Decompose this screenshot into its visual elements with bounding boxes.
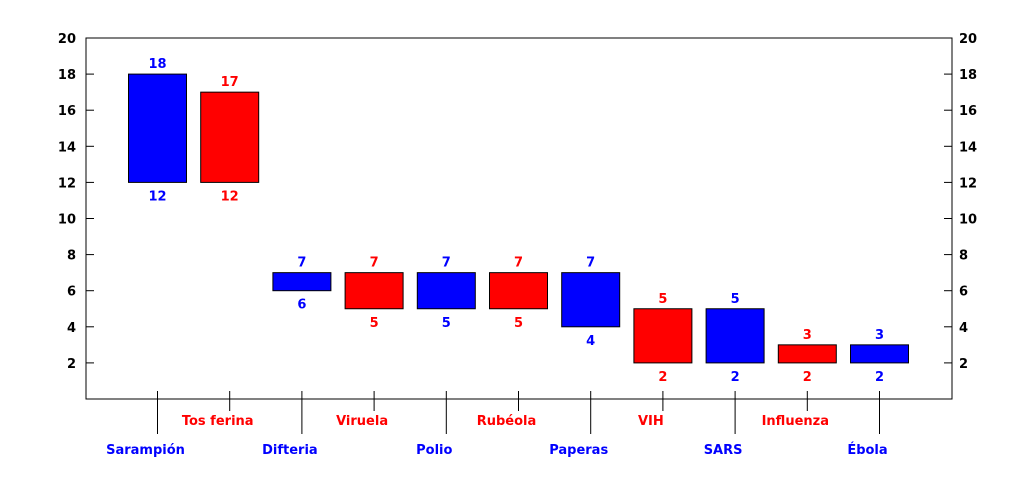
category-label: SARS <box>704 443 743 458</box>
bar-low-label: 6 <box>297 298 306 313</box>
y-tick-label-right: 4 <box>959 321 968 336</box>
bar-low-label: 5 <box>442 316 451 331</box>
bar <box>489 272 548 310</box>
y-tick-label-left: 2 <box>67 357 76 372</box>
y-tick-label-right: 2 <box>959 357 968 372</box>
y-tick-label-right: 14 <box>959 140 977 155</box>
bar-high-label: 3 <box>803 328 812 343</box>
bar-low-label: 2 <box>731 370 740 385</box>
bar-high-label: 3 <box>875 328 884 343</box>
y-tick-label-left: 8 <box>67 249 76 264</box>
bars: 18 12 17 12 7 6 7 5 7 5 7 5 7 4 5 2 5 2 3 2 3 2 <box>128 57 909 385</box>
bar-high-label: 7 <box>370 256 379 271</box>
bar-high-label: 5 <box>658 292 667 307</box>
category-label: Viruela <box>336 414 388 429</box>
bar-high-label: 7 <box>297 256 306 271</box>
y-tick-label-right: 6 <box>959 285 968 300</box>
bar-low-label: 5 <box>514 316 523 331</box>
bar-high-label: 7 <box>514 256 523 271</box>
bar <box>128 73 187 183</box>
category-label: Polio <box>416 443 452 458</box>
y-tick-label-left: 6 <box>67 285 76 300</box>
category-label: Influenza <box>762 414 829 429</box>
bar-low-label: 12 <box>148 189 166 204</box>
bar-low-label: 5 <box>370 316 379 331</box>
category-label: Rubéola <box>477 414 537 429</box>
bar <box>272 272 332 292</box>
y-tick-label-right: 8 <box>959 249 968 264</box>
y-tick-label-left: 10 <box>58 213 76 228</box>
bar-high-label: 7 <box>586 256 595 271</box>
y-tick-label-left: 16 <box>58 104 76 119</box>
category-label: Ébola <box>847 442 887 458</box>
bar <box>561 272 621 328</box>
y-tick-label-right: 12 <box>959 176 977 191</box>
bar-low-label: 4 <box>586 334 595 349</box>
category-label: VIH <box>638 414 664 429</box>
y-tick-label-right: 16 <box>959 104 977 119</box>
x-axis-categories: Sarampión Tos ferina Difteria Viruela Polio R… <box>106 391 888 458</box>
y-tick-label-left: 14 <box>58 140 76 155</box>
bar-high-label: 17 <box>221 75 239 90</box>
y-tick-label-left: 20 <box>58 32 76 47</box>
bar <box>777 344 837 364</box>
category-label: Paperas <box>549 443 608 458</box>
bar-high-label: 7 <box>442 256 451 271</box>
bar <box>200 91 260 183</box>
y-tick-label-left: 4 <box>67 321 76 336</box>
bar-low-label: 2 <box>658 370 667 385</box>
y-tick-label-left: 12 <box>58 176 76 191</box>
y-axis-ticks: 2 2 4 4 6 6 8 8 10 10 12 12 14 14 16 16 18 18 20 20 <box>58 32 977 372</box>
y-tick-label-right: 18 <box>959 68 977 83</box>
bar-low-label: 2 <box>875 370 884 385</box>
bar-low-label: 12 <box>221 189 239 204</box>
y-tick-label-left: 18 <box>58 68 76 83</box>
bar <box>416 272 476 310</box>
bar <box>633 308 693 364</box>
category-label: Tos ferina <box>182 414 254 429</box>
category-label: Sarampión <box>106 443 185 458</box>
y-tick-label-right: 10 <box>959 213 977 228</box>
bar-high-label: 18 <box>148 57 166 72</box>
bar <box>850 344 909 364</box>
category-label: Difteria <box>262 443 318 458</box>
bar-low-label: 2 <box>803 370 812 385</box>
bar <box>344 272 404 310</box>
bar <box>705 308 765 364</box>
bar-high-label: 5 <box>731 292 740 307</box>
y-tick-label-right: 20 <box>959 32 977 47</box>
